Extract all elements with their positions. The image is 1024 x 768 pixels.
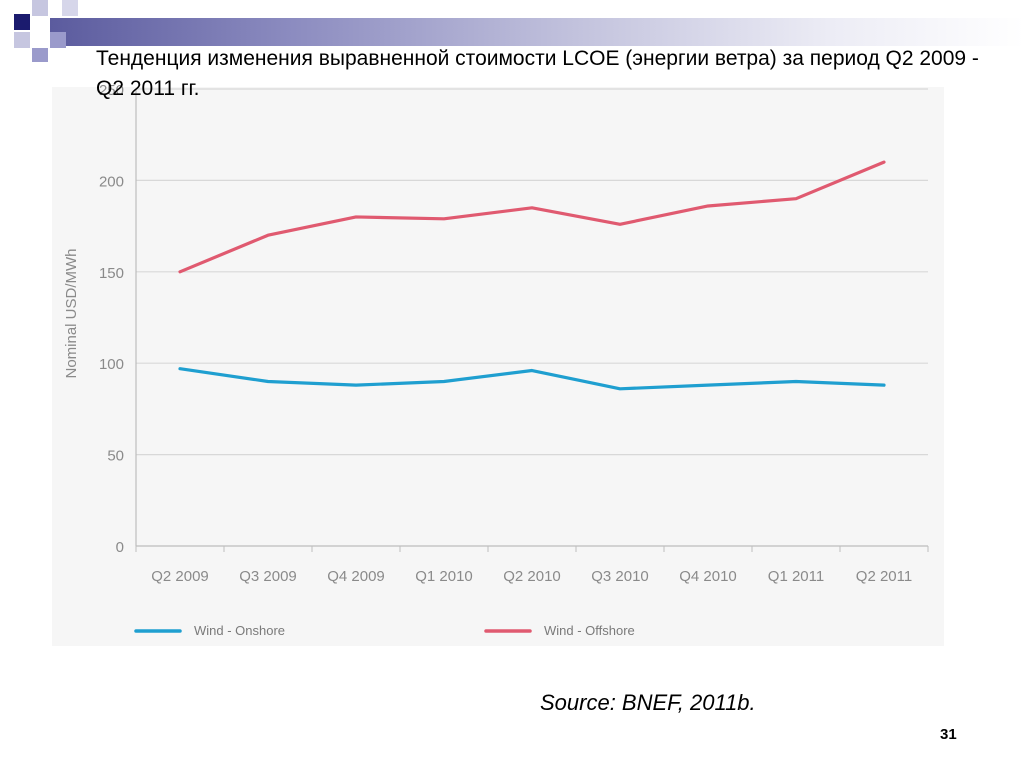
- decor-square: [50, 32, 66, 48]
- y-tick-label: 200: [99, 173, 124, 190]
- x-tick-label: Q2 2009: [151, 568, 209, 585]
- legend-label: Wind - Offshore: [544, 623, 635, 638]
- decor-square: [32, 32, 48, 48]
- page-number: 31: [940, 726, 957, 743]
- y-tick-label: 250: [99, 82, 124, 99]
- header-gradient-bar: [50, 18, 1024, 46]
- x-tick-label: Q4 2010: [679, 568, 737, 585]
- series-line-onshore: [178, 367, 886, 391]
- x-tick-label: Q3 2010: [591, 568, 649, 585]
- y-tick-label: 50: [107, 448, 124, 465]
- x-tick-label: Q3 2009: [239, 568, 297, 585]
- x-tick-label: Q1 2011: [768, 568, 824, 585]
- decor-square: [14, 14, 30, 30]
- decor-square: [32, 0, 48, 16]
- decor-square: [14, 32, 30, 48]
- decor-square: [62, 0, 78, 16]
- y-tick-label: 0: [116, 539, 124, 556]
- x-tick-label: Q4 2009: [327, 568, 385, 585]
- x-tick-label: Q2 2010: [503, 568, 561, 585]
- x-tick-label: Q2 2011: [856, 568, 912, 585]
- y-tick-label: 150: [99, 265, 124, 282]
- decor-square: [32, 48, 48, 62]
- y-tick-label: 100: [99, 356, 124, 373]
- source-note: Source: BNEF, 2011b.: [540, 690, 756, 715]
- legend-label: Wind - Onshore: [194, 623, 285, 638]
- y-axis-label: Nominal USD/MWh: [63, 248, 80, 378]
- series-line-offshore: [178, 160, 886, 274]
- x-tick-label: Q1 2010: [415, 568, 473, 585]
- slide-title: Тенденция изменения выравненной стоимост…: [96, 47, 979, 100]
